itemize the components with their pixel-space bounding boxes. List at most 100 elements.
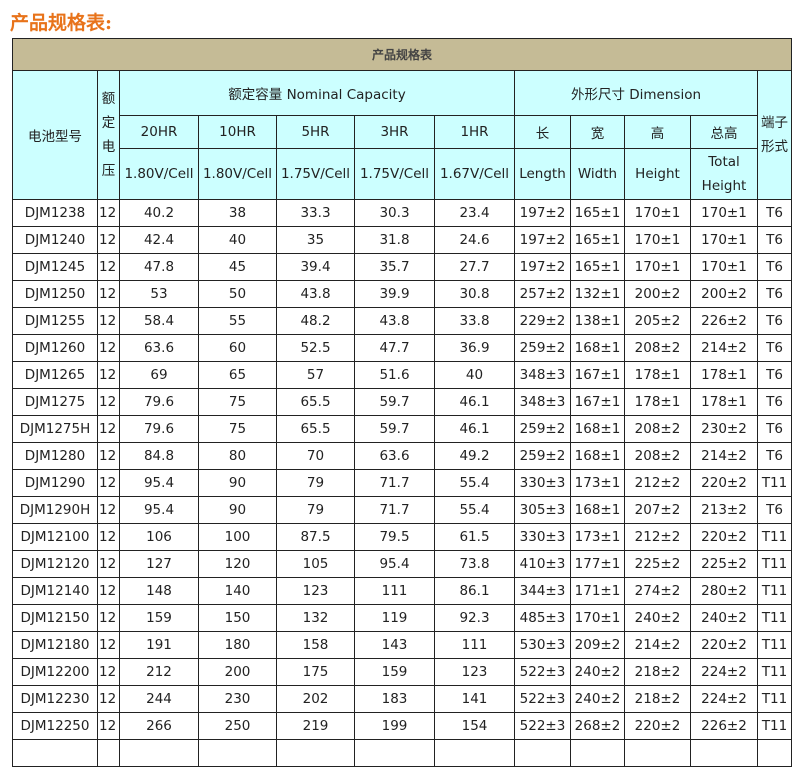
cell-width: 170±1 [570, 604, 625, 632]
cell-model: DJM1280 [12, 442, 98, 470]
cell-cap-10hr: 200 [198, 658, 277, 686]
cell-cap-1hr: 24.6 [434, 226, 515, 254]
cell-length: 522±3 [514, 685, 571, 713]
cell-voltage: 12 [97, 199, 120, 227]
cell-voltage: 12 [97, 226, 120, 254]
header-rate: 10HR [198, 115, 277, 149]
table-row: DJM1245 12 47.8 45 39.4 35.7 27.7 197±2 165±1 170… [12, 253, 793, 281]
cell-cap-20hr: 40.2 [119, 199, 199, 227]
header-rate: 5HR [276, 115, 355, 149]
cell-voltage: 12 [97, 361, 120, 389]
cell-model: DJM1290 [12, 469, 98, 497]
cell-total-height: 214±2 [690, 334, 758, 362]
header-dim-en: Length [514, 148, 571, 200]
cell-total-height: 170±1 [690, 226, 758, 254]
cell-cap-5hr: 52.5 [276, 334, 355, 362]
cell-terminal: T11 [756, 577, 793, 605]
cell-width: 165±1 [570, 226, 625, 254]
cell-voltage: 12 [97, 307, 120, 335]
cell-terminal: T6 [756, 496, 793, 524]
cell-voltage: 12 [97, 658, 120, 686]
cell-height: 178±1 [624, 361, 691, 389]
cell-voltage: 12 [97, 631, 120, 659]
cell-cap-1hr: 92.3 [434, 604, 515, 632]
cell-cap-3hr: 35.7 [354, 253, 435, 281]
cell-voltage: 12 [97, 577, 120, 605]
header-cutoff: 1.75V/Cell [276, 148, 355, 200]
cell-terminal: T11 [756, 523, 793, 551]
cell-cap-5hr: 105 [276, 550, 355, 578]
cell-terminal: T6 [756, 226, 793, 254]
cell-model: DJM1245 [12, 253, 98, 281]
table-row: DJM1280 12 84.8 80 70 63.6 49.2 259±2 168±1 208±2… [12, 442, 793, 470]
cell-terminal: T6 [756, 253, 793, 281]
cell-terminal: T11 [756, 658, 793, 686]
cell-model: DJM12200 [12, 658, 98, 686]
cell-terminal: T11 [756, 469, 793, 497]
cell-model: DJM12100 [12, 523, 98, 551]
cell-cap-3hr: 79.5 [354, 523, 435, 551]
cell-cap-20hr: 191 [119, 631, 199, 659]
cell-total-height: 225±2 [690, 550, 758, 578]
cell-cap-1hr: 55.4 [434, 496, 515, 524]
cell-cap-10hr: 150 [198, 604, 277, 632]
cell-width: 171±1 [570, 577, 625, 605]
cell-cap-10hr: 230 [198, 685, 277, 713]
table-body: DJM1238 12 40.2 38 33.3 30.3 23.4 197±2 165±1 170… [12, 199, 793, 767]
cell-total-height: 226±2 [690, 307, 758, 335]
cell-empty [756, 739, 793, 767]
cell-voltage: 12 [97, 685, 120, 713]
header-dim-cn: 高 [624, 115, 691, 149]
cell-cap-20hr: 42.4 [119, 226, 199, 254]
cell-cap-1hr: 86.1 [434, 577, 515, 605]
cell-cap-5hr: 219 [276, 712, 355, 740]
cell-total-height: 220±2 [690, 469, 758, 497]
cell-cap-3hr: 119 [354, 604, 435, 632]
cell-terminal: T11 [756, 685, 793, 713]
header-rate: 3HR [354, 115, 435, 149]
cell-height: 200±2 [624, 280, 691, 308]
cell-cap-5hr: 48.2 [276, 307, 355, 335]
cell-cap-3hr: 31.8 [354, 226, 435, 254]
header-dim-en: Height [624, 148, 691, 200]
cell-model: DJM1250 [12, 280, 98, 308]
table-row: DJM1290 12 95.4 90 79 71.7 55.4 330±3 173±1 212±2… [12, 469, 793, 497]
cell-cap-20hr: 79.6 [119, 415, 199, 443]
cell-height: 208±2 [624, 415, 691, 443]
cell-cap-5hr: 43.8 [276, 280, 355, 308]
cell-length: 257±2 [514, 280, 571, 308]
cell-cap-1hr: 154 [434, 712, 515, 740]
cell-cap-10hr: 80 [198, 442, 277, 470]
table-row: DJM1238 12 40.2 38 33.3 30.3 23.4 197±2 165±1 170… [12, 199, 793, 227]
cell-voltage: 12 [97, 388, 120, 416]
cell-height: 225±2 [624, 550, 691, 578]
cell-terminal: T6 [756, 442, 793, 470]
cell-cap-3hr: 43.8 [354, 307, 435, 335]
cell-terminal: T11 [756, 712, 793, 740]
cell-terminal: T6 [756, 199, 793, 227]
cell-height: 218±2 [624, 658, 691, 686]
cell-cap-1hr: 123 [434, 658, 515, 686]
cell-length: 410±3 [514, 550, 571, 578]
header-dim-cn: 总高 [690, 115, 758, 149]
cell-cap-20hr: 53 [119, 280, 199, 308]
cell-cap-20hr: 244 [119, 685, 199, 713]
cell-voltage: 12 [97, 496, 120, 524]
table-row-partial [12, 739, 793, 767]
cell-model: DJM1265 [12, 361, 98, 389]
cell-length: 522±3 [514, 712, 571, 740]
cell-height: 170±1 [624, 199, 691, 227]
cell-total-height: 200±2 [690, 280, 758, 308]
cell-cap-1hr: 141 [434, 685, 515, 713]
table-row: DJM1275H 12 79.6 75 65.5 59.7 46.1 259±2 168±1 20… [12, 415, 793, 443]
cell-terminal: T6 [756, 307, 793, 335]
cell-voltage: 12 [97, 415, 120, 443]
cell-width: 177±1 [570, 550, 625, 578]
cell-cap-5hr: 87.5 [276, 523, 355, 551]
cell-terminal: T6 [756, 361, 793, 389]
cell-model: DJM1238 [12, 199, 98, 227]
header-dim-cn: 长 [514, 115, 571, 149]
cell-cap-1hr: 46.1 [434, 388, 515, 416]
cell-voltage: 12 [97, 253, 120, 281]
cell-height: 207±2 [624, 496, 691, 524]
